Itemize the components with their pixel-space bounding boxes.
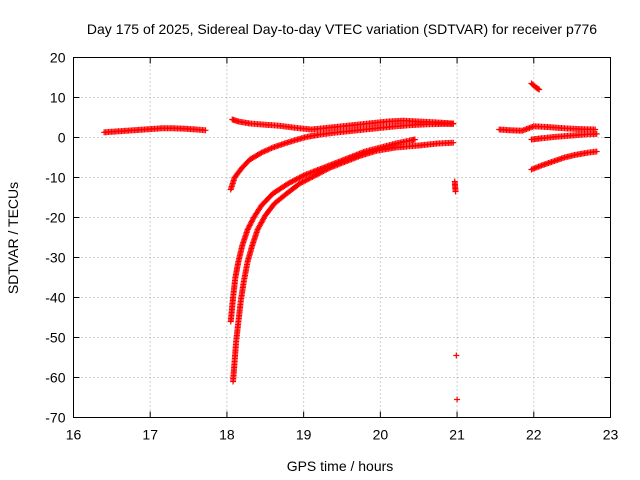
data-point <box>245 225 252 232</box>
data-point <box>249 217 256 224</box>
y-tick-label: 0 <box>58 130 66 146</box>
x-tick-label: 20 <box>373 427 389 443</box>
data-point <box>299 173 306 180</box>
data-point <box>453 352 460 359</box>
y-axis-label: SDTVAR / TECUs <box>5 182 21 294</box>
series-trace-a <box>101 125 209 136</box>
data-point <box>202 127 209 134</box>
x-tick-label: 23 <box>603 427 619 443</box>
x-tick-label: 16 <box>66 427 82 443</box>
plot-frame <box>73 57 611 418</box>
x-tick-label: 17 <box>142 427 158 443</box>
data-point <box>454 396 461 403</box>
y-tick-label: -10 <box>45 170 65 186</box>
data-point <box>326 165 333 172</box>
series-trace-f <box>451 178 461 403</box>
x-tick-label: 19 <box>296 427 312 443</box>
data-point <box>246 222 253 229</box>
y-tick-label: 10 <box>50 90 66 106</box>
y-tick-label: -60 <box>45 370 65 386</box>
data-point <box>593 130 600 137</box>
data-point <box>535 85 542 92</box>
data-point <box>248 218 255 225</box>
x-tick-label: 21 <box>449 427 465 443</box>
series-trace-c <box>227 120 457 193</box>
data-point <box>452 188 459 195</box>
data-point <box>450 120 457 127</box>
axis-ticks: 16 17 18 19 20 21 22 23 20 10 0 -10 -20 -30 -40 -50 -60 -… <box>45 50 618 443</box>
y-tick-label: -70 <box>45 410 65 426</box>
y-tick-label: -50 <box>45 330 65 346</box>
data-point <box>536 86 543 93</box>
data-marks <box>101 80 600 403</box>
data-point <box>248 219 255 226</box>
y-tick-label: -40 <box>45 290 65 306</box>
x-tick-label: 22 <box>526 427 542 443</box>
series-trace-i <box>528 130 600 143</box>
series-trace-j <box>528 148 600 173</box>
data-point <box>244 226 251 233</box>
x-tick-label: 18 <box>219 427 235 443</box>
data-point <box>411 136 418 143</box>
y-tick-label: -20 <box>45 210 65 226</box>
series-trace-h <box>528 80 543 93</box>
data-point <box>247 221 254 228</box>
data-point <box>450 139 457 146</box>
y-tick-label: 20 <box>50 50 66 66</box>
data-point <box>246 223 253 230</box>
series-trace-e <box>230 139 457 385</box>
data-point <box>593 148 600 155</box>
chart-title: Day 175 of 2025, Sidereal Day-to-day VTE… <box>87 21 597 37</box>
grid-lines <box>73 57 611 418</box>
x-axis-label: GPS time / hours <box>287 458 394 474</box>
y-tick-label: -30 <box>45 250 65 266</box>
